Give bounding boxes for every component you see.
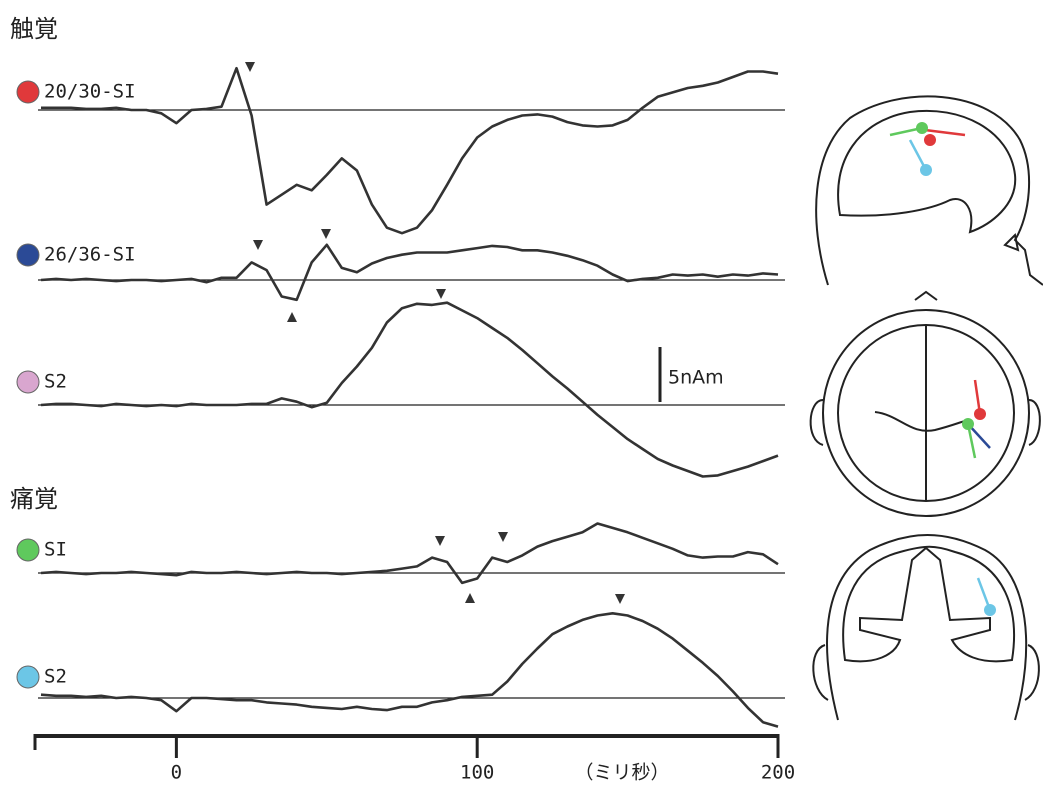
peak-marker [435, 536, 445, 546]
x-tick-label: 200 [761, 762, 795, 784]
x-tick-label: 0 [171, 762, 182, 784]
legend-dot [17, 81, 39, 103]
trace [41, 245, 778, 300]
peak-marker [253, 240, 263, 250]
peak-marker [287, 312, 297, 322]
head-outline [827, 535, 1026, 720]
group-label: 痛覚 [10, 485, 58, 513]
legend-label: 20/30-SI [44, 81, 136, 103]
peak-marker [615, 594, 625, 604]
scale-bar-label: 5nAm [668, 367, 724, 389]
peak-marker [321, 229, 331, 239]
group-label: 触覚 [10, 15, 58, 43]
trace [41, 524, 778, 583]
legend-label: SI [44, 539, 67, 561]
peak-marker [465, 593, 475, 603]
head-outline [816, 96, 1043, 285]
legend-dot [17, 371, 39, 393]
trace [41, 303, 778, 477]
trace [41, 613, 778, 726]
peak-marker [498, 532, 508, 542]
legend-dot [17, 666, 39, 688]
head-back-view [813, 535, 1039, 720]
eye [1005, 235, 1018, 250]
legend-label: 26/36-SI [44, 244, 136, 266]
x-tick-label: 100 [460, 762, 494, 784]
legend-dot [17, 244, 39, 266]
peak-markers [245, 62, 625, 604]
peak-marker [245, 62, 255, 72]
peak-marker [436, 289, 446, 299]
trace [41, 68, 778, 233]
legend-dot [17, 539, 39, 561]
legend-label: S2 [44, 371, 67, 393]
figure: 触覚痛覚 20/30-SI 26/36-SI S2 SI S2 0 100 200 （ミリ秒） 5n… [0, 0, 1043, 788]
head-side-view [816, 96, 1043, 285]
head-top-view [811, 292, 1040, 516]
x-axis-label: （ミリ秒） [574, 762, 669, 784]
legend-label: S2 [44, 666, 67, 688]
